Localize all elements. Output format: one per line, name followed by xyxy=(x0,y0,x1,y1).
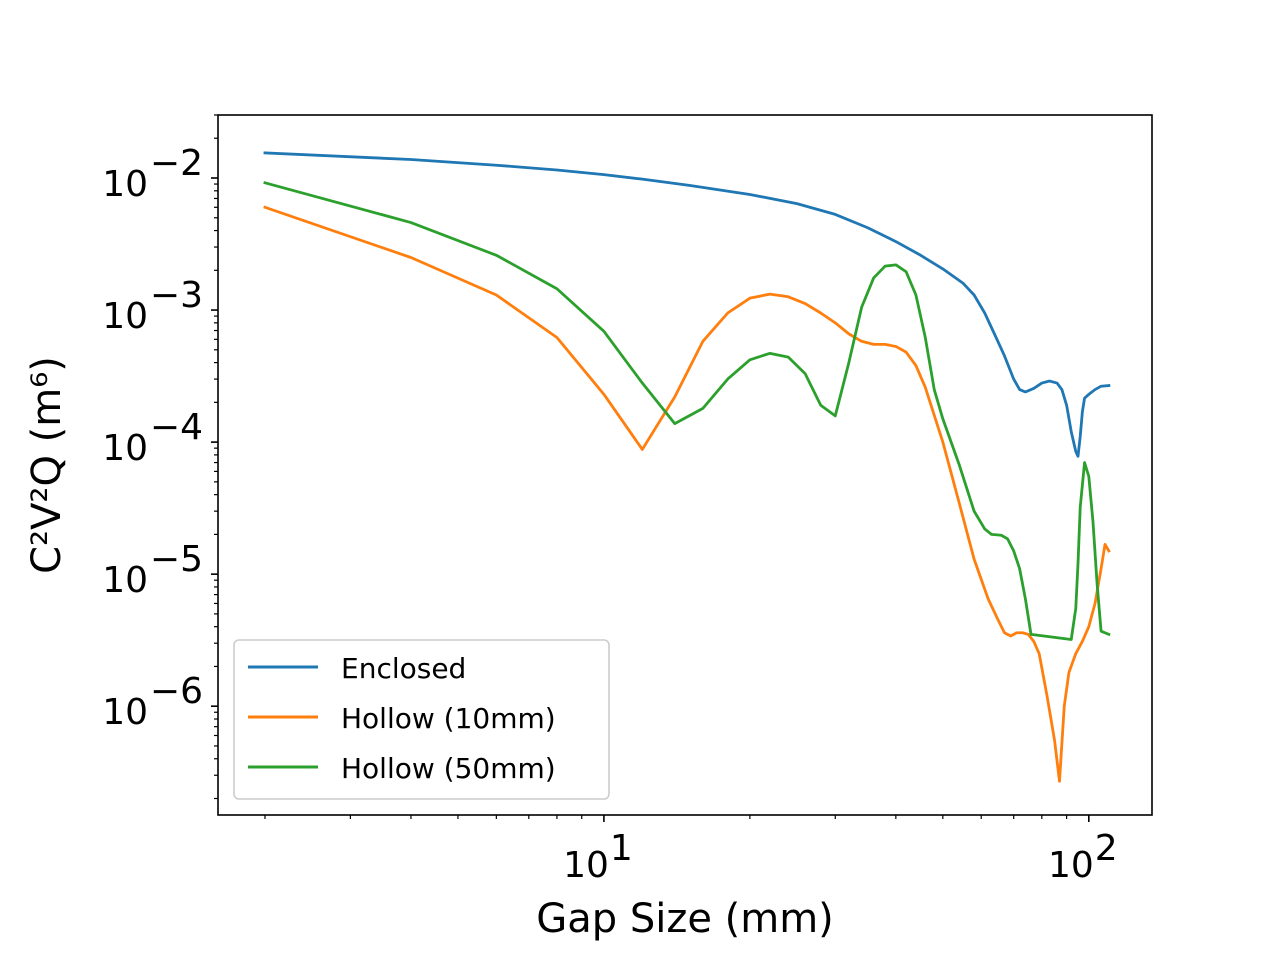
y-tick-label-base: 10 xyxy=(102,296,148,337)
series-layer xyxy=(263,151,1111,783)
y-tick-label: −310 xyxy=(102,275,203,337)
y-tick-label-base: 10 xyxy=(102,428,148,469)
legend-label-hollow-50mm: Hollow (50mm) xyxy=(341,752,556,785)
legend-label-enclosed: Enclosed xyxy=(341,652,466,685)
x-tick-labels: 10 1 10 2 xyxy=(563,828,1118,886)
y-tick-label: −410 xyxy=(102,407,203,469)
x-tick-label-exponent: 2 xyxy=(1095,828,1118,869)
y-tick-label-exponent: −4 xyxy=(150,407,203,448)
legend-label-hollow-10mm: Hollow (10mm) xyxy=(341,702,556,735)
x-tick-label: 10 2 xyxy=(1048,828,1118,886)
x-tick-label-exponent: 1 xyxy=(610,828,633,869)
series-line-hollow-10mm xyxy=(263,205,1111,783)
x-tick-label-base: 10 xyxy=(1048,845,1094,886)
series-line-enclosed xyxy=(263,151,1111,458)
series-line-hollow-50mm xyxy=(263,181,1111,641)
y-tick-label-exponent: −2 xyxy=(150,143,203,184)
y-tick-label: −210 xyxy=(102,143,203,205)
y-tick-label-exponent: −5 xyxy=(150,539,203,580)
x-tick-label: 10 1 xyxy=(563,828,633,886)
x-axis-title: Gap Size (mm) xyxy=(536,896,834,942)
plot-frame xyxy=(217,114,1153,816)
y-tick-label-base: 10 xyxy=(102,164,148,205)
y-tick-label-base: 10 xyxy=(102,560,148,601)
y-tick-label: −510 xyxy=(102,539,203,601)
legend-box xyxy=(233,639,610,800)
legend: Enclosed Hollow (10mm) Hollow (50mm) xyxy=(233,639,610,800)
y-axis-title: C²V²Q (m⁶) xyxy=(24,356,70,574)
major-ticks xyxy=(211,177,1090,822)
y-tick-labels: −610−510−410−310−210 xyxy=(102,143,203,733)
y-tick-label-exponent: −3 xyxy=(150,275,203,316)
x-tick-label-base: 10 xyxy=(563,845,609,886)
y-tick-label: −610 xyxy=(102,671,203,733)
y-tick-label-exponent: −6 xyxy=(150,671,203,712)
y-tick-label-base: 10 xyxy=(102,692,148,733)
